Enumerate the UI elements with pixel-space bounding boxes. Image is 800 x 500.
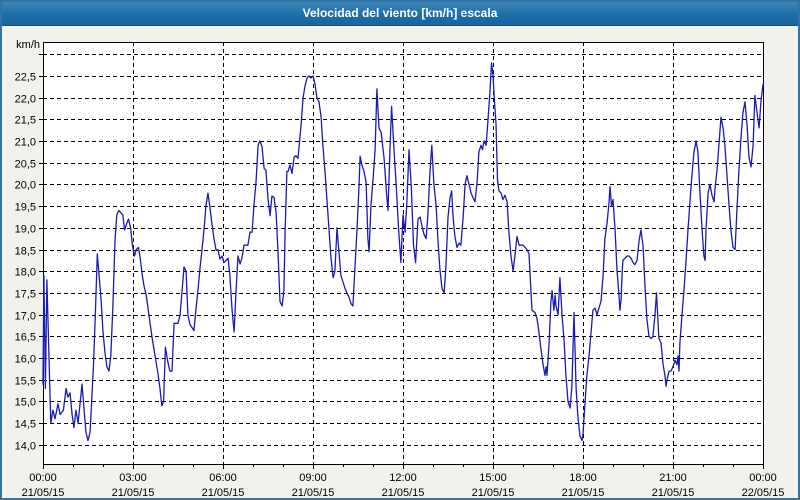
wind-speed-line: [42, 62, 764, 442]
x-axis-time-label: 00:00: [749, 472, 777, 484]
x-axis-time-label: 09:00: [299, 472, 327, 484]
y-axis-label: 18,5: [15, 246, 36, 258]
x-axis-date-label: 21/05/15: [382, 487, 425, 499]
y-axis-unit-label: km/h: [16, 39, 40, 51]
y-axis-label: 19,0: [15, 224, 36, 236]
y-axis-label: 14,0: [15, 441, 36, 453]
x-axis-time-label: 03:00: [119, 472, 147, 484]
x-axis-date-label: 21/05/15: [652, 487, 695, 499]
y-axis-label: 16,0: [15, 354, 36, 366]
x-axis-time-label: 15:00: [479, 472, 507, 484]
y-axis-label: 18,0: [15, 267, 36, 279]
y-axis-label: 22,5: [15, 72, 36, 84]
y-axis-label: 14,5: [15, 419, 36, 431]
chart-title: Velocidad del viento [km/h] escala: [302, 6, 498, 20]
y-axis-label: 17,5: [15, 289, 36, 301]
x-axis-date-label: 21/05/15: [22, 487, 65, 499]
x-axis-date-label: 22/05/15: [742, 487, 785, 499]
x-axis-date-label: 21/05/15: [472, 487, 515, 499]
x-axis-date-label: 21/05/15: [202, 487, 245, 499]
y-axis-label: 20,5: [15, 159, 36, 171]
y-axis-label: 20,0: [15, 180, 36, 192]
x-axis-time-label: 18:00: [569, 472, 597, 484]
y-axis-label: 16,5: [15, 332, 36, 344]
y-axis-label: 15,5: [15, 376, 36, 388]
x-axis-date-label: 21/05/15: [112, 487, 155, 499]
y-axis-label: 19,5: [15, 202, 36, 214]
titlebar: Velocidad del viento [km/h] escala: [2, 2, 798, 26]
y-axis-label: 21,0: [15, 137, 36, 149]
plot-border: [43, 42, 764, 465]
y-axis-label: 17,0: [15, 311, 36, 323]
x-axis-time-label: 06:00: [209, 472, 237, 484]
y-axis-label: 21,5: [15, 115, 36, 127]
y-axis-label: 15,0: [15, 397, 36, 409]
x-axis-time-label: 21:00: [659, 472, 687, 484]
y-axis-label: 22,0: [15, 94, 36, 106]
x-axis-time-label: 12:00: [389, 472, 417, 484]
x-axis-time-label: 00:00: [29, 472, 57, 484]
wind-speed-chart: 14,0 14,5 15,0 15,5 16,0 16,5 17,0 17,5 18,0 18,5…: [15, 42, 785, 499]
x-axis-date-label: 21/05/15: [562, 487, 605, 499]
x-axis-date-label: 21/05/15: [292, 487, 335, 499]
